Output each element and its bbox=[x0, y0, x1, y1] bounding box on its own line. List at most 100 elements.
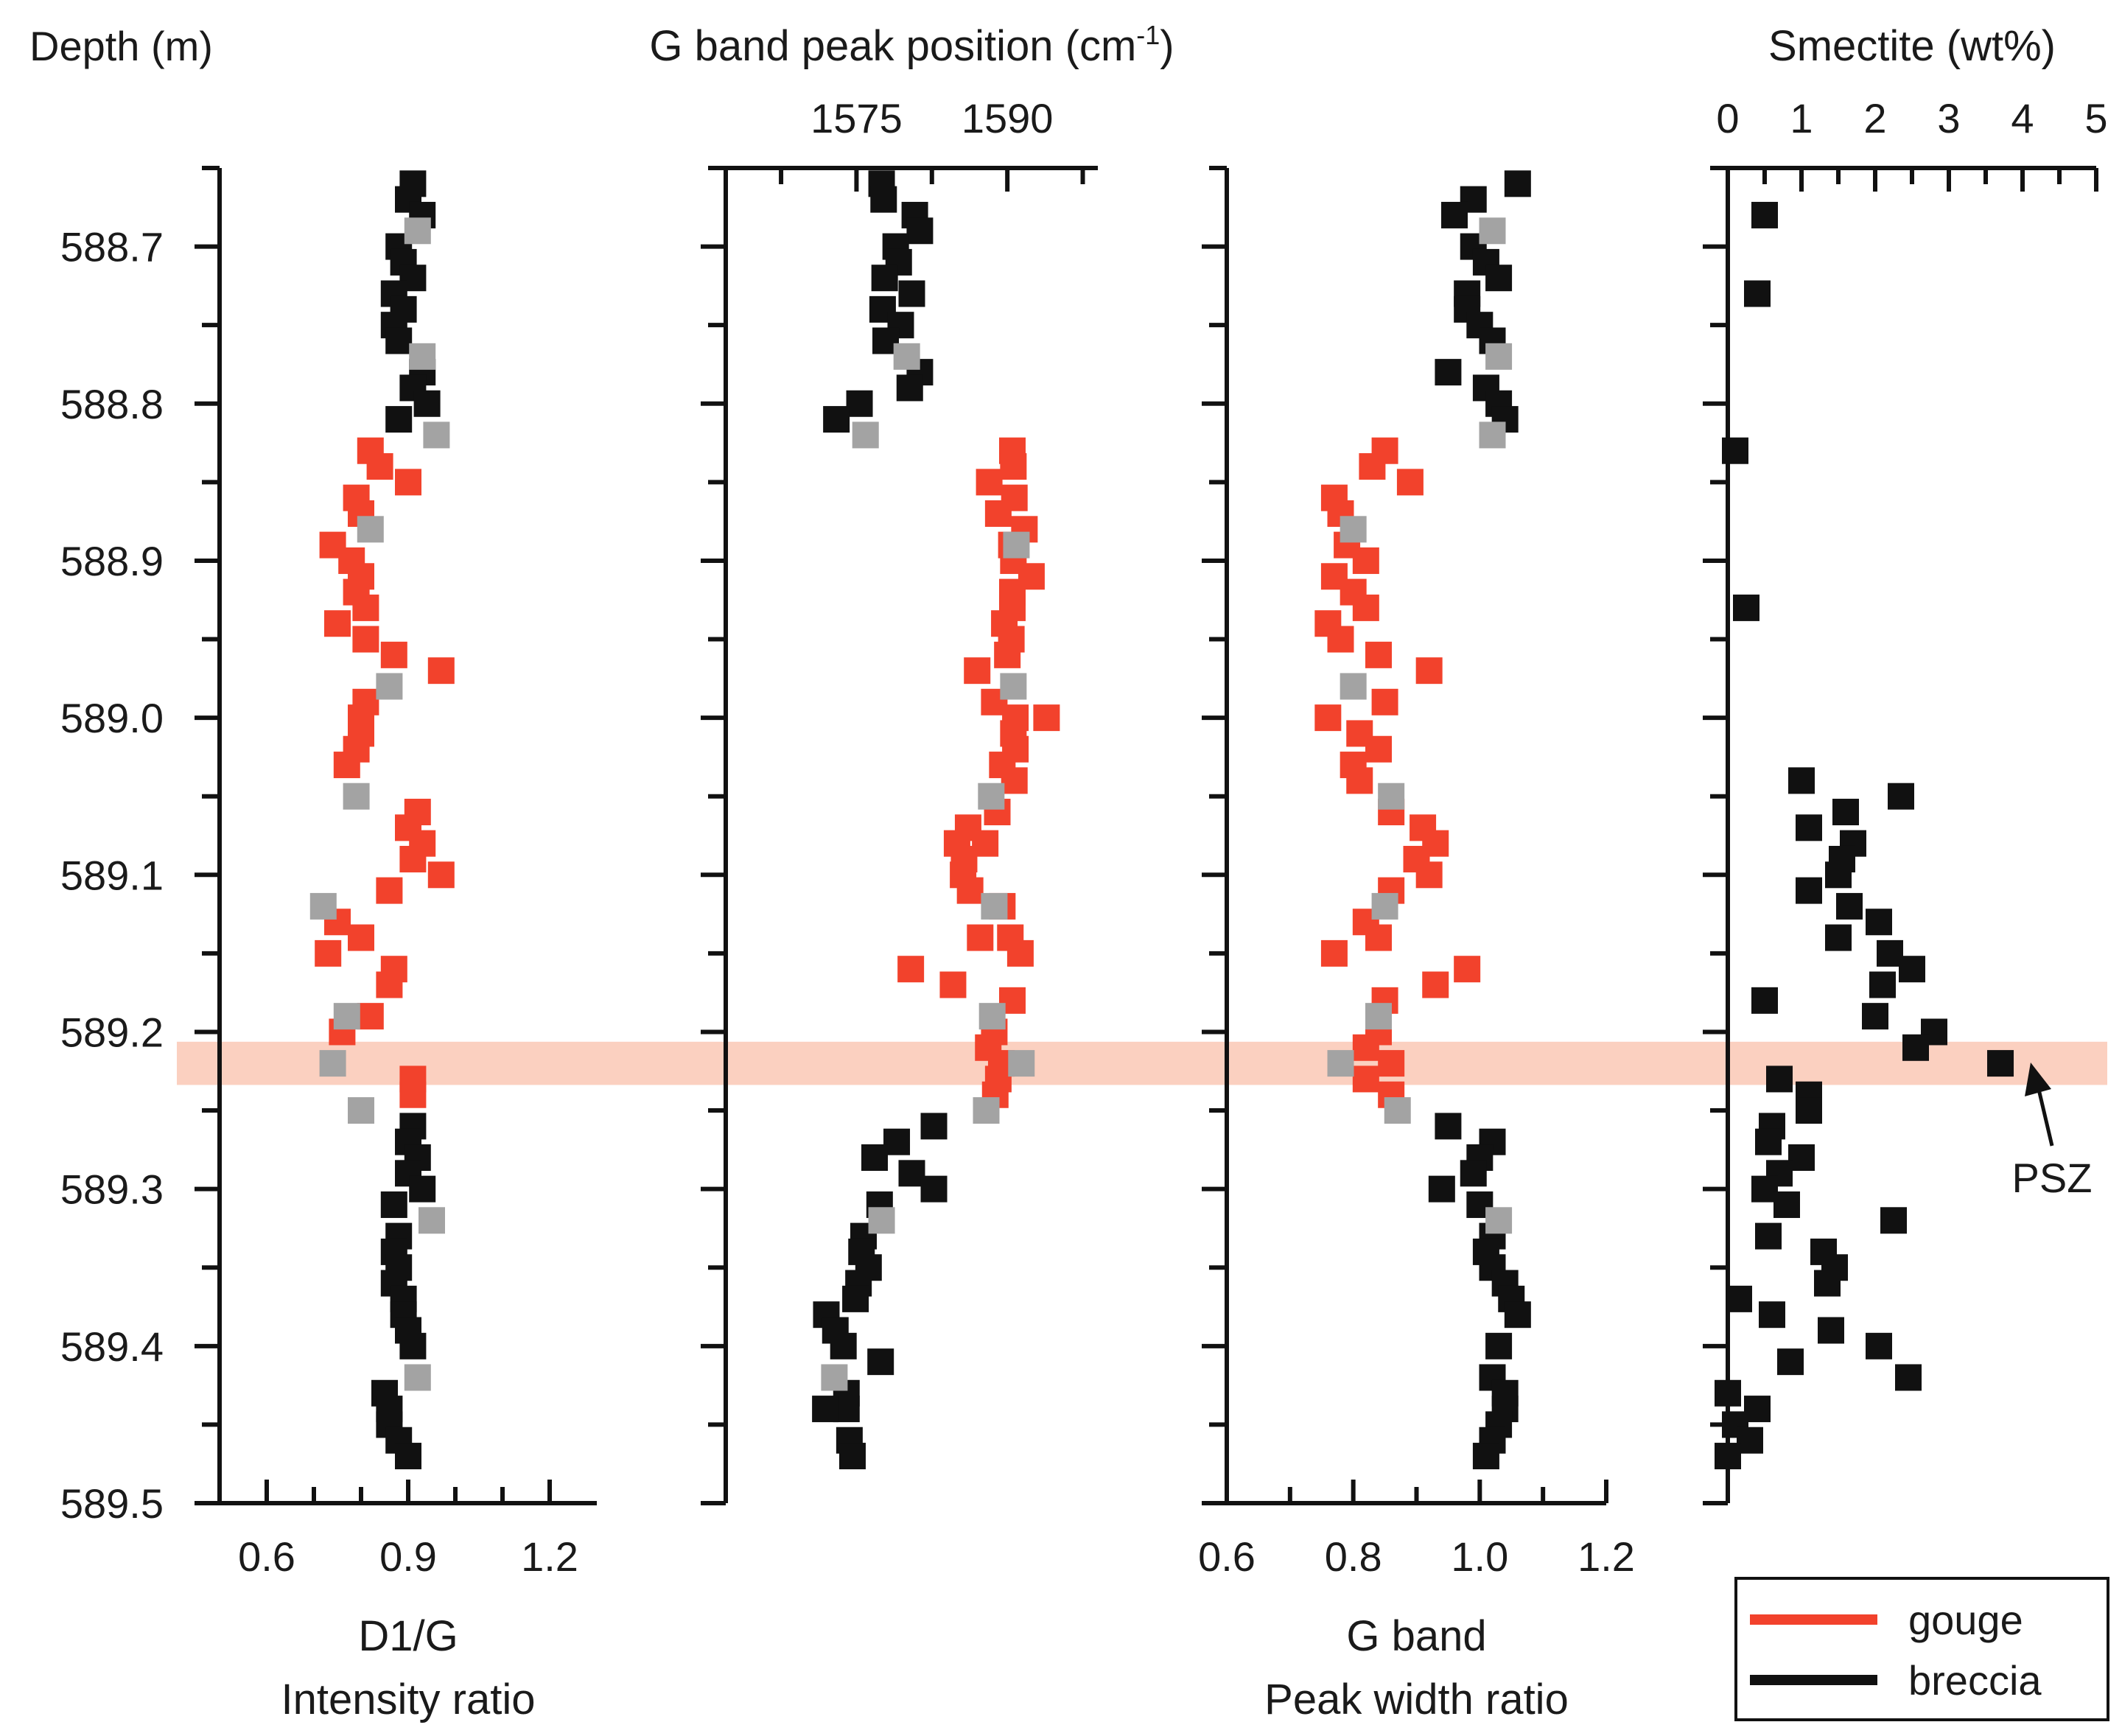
x-tick-label: 5 bbox=[2084, 95, 2107, 141]
x-axis-title-line: G band bbox=[1346, 1612, 1486, 1660]
data-point-gouge bbox=[315, 939, 342, 967]
data-point-gouge bbox=[1001, 767, 1028, 794]
data-point-breccia bbox=[1796, 877, 1822, 904]
panel-title: Smectite (wt%) bbox=[1768, 22, 2056, 70]
data-point-breccia bbox=[1485, 1332, 1513, 1359]
data-point-other bbox=[973, 1097, 1000, 1124]
data-point-gouge bbox=[376, 971, 403, 998]
data-point-other bbox=[1000, 673, 1027, 700]
panel-d1g: 588.7 588.8 588.9 589.0 589.1 589.2 589.3 589.4… bbox=[60, 166, 597, 1723]
data-point-other bbox=[419, 1207, 445, 1234]
data-point-gouge bbox=[380, 641, 407, 668]
data-point-breccia bbox=[409, 1175, 436, 1203]
data-point-breccia bbox=[1788, 767, 1815, 794]
data-point-breccia bbox=[842, 1285, 869, 1312]
data-point-breccia bbox=[1715, 1379, 1741, 1407]
data-point-breccia bbox=[1751, 201, 1778, 228]
data-point-breccia bbox=[1755, 1128, 1782, 1155]
data-point-gouge bbox=[1352, 1065, 1379, 1093]
depth-tick-label: 588.9 bbox=[60, 538, 164, 584]
data-point-gouge bbox=[1352, 547, 1379, 574]
data-point-other bbox=[1365, 1003, 1392, 1030]
data-point-gouge bbox=[324, 610, 351, 637]
psz-band-layer bbox=[177, 1041, 2107, 1085]
data-point-other bbox=[1371, 892, 1398, 920]
data-point-breccia bbox=[1866, 1332, 1892, 1359]
data-point-breccia bbox=[1773, 1191, 1800, 1218]
data-point-breccia bbox=[1796, 814, 1822, 841]
data-point-gouge bbox=[1033, 704, 1060, 732]
data-point-gouge bbox=[1346, 767, 1373, 794]
data-point-gouge bbox=[967, 924, 994, 951]
data-point-gouge bbox=[333, 752, 360, 779]
data-point-gouge bbox=[994, 641, 1021, 668]
depth-tick-label: 589.4 bbox=[60, 1323, 164, 1370]
data-point-breccia bbox=[1888, 783, 1914, 810]
series-breccia bbox=[812, 170, 948, 1470]
data-point-breccia bbox=[1441, 201, 1468, 228]
data-point-other bbox=[1340, 673, 1367, 700]
x-tick-label: 2 bbox=[1863, 95, 1886, 141]
panel-smectite: 0 1 2 3 4 5 Smectite (wt%) bbox=[1703, 22, 2108, 1505]
data-point-other bbox=[1479, 217, 1506, 245]
data-point-other bbox=[978, 1003, 1006, 1030]
x-tick-label: 0.6 bbox=[1198, 1533, 1256, 1580]
data-point-breccia bbox=[1818, 1317, 1844, 1344]
data-point-other bbox=[1340, 516, 1367, 543]
data-point-other bbox=[978, 783, 1005, 810]
data-point-breccia bbox=[1472, 1443, 1499, 1470]
data-point-gouge bbox=[427, 657, 455, 685]
x-axis-title-line: Peak width ratio bbox=[1264, 1676, 1569, 1723]
data-point-breccia bbox=[896, 374, 923, 402]
legend-label-gouge: gouge bbox=[1908, 1597, 2023, 1643]
data-point-breccia bbox=[861, 1144, 888, 1172]
panel-gwidth: 0.6 0.8 1.0 1.2 G band Peak width ratio bbox=[1198, 166, 1635, 1723]
data-point-gouge bbox=[1352, 1034, 1379, 1061]
data-point-other bbox=[1479, 421, 1506, 449]
data-point-gouge bbox=[964, 657, 991, 685]
data-point-breccia bbox=[1796, 1097, 1822, 1124]
data-point-other bbox=[409, 343, 436, 370]
data-point-gouge bbox=[897, 956, 925, 983]
data-point-breccia bbox=[399, 1332, 427, 1359]
data-point-gouge bbox=[1396, 469, 1424, 496]
series-gouge bbox=[897, 437, 1060, 1108]
series-breccia bbox=[1428, 170, 1531, 1470]
data-point-gouge bbox=[1378, 1050, 1405, 1077]
data-point-gouge bbox=[1327, 626, 1354, 653]
data-point-other bbox=[1378, 783, 1405, 810]
data-point-gouge bbox=[1314, 704, 1342, 732]
data-point-other bbox=[868, 1207, 895, 1234]
data-point-breccia bbox=[1836, 892, 1863, 920]
data-point-other bbox=[1485, 1207, 1513, 1234]
data-point-other bbox=[423, 421, 450, 449]
data-point-gouge bbox=[1000, 453, 1027, 480]
data-point-breccia bbox=[1733, 594, 1759, 621]
series-gouge bbox=[315, 437, 455, 1108]
x-axis-title-line: Intensity ratio bbox=[281, 1676, 536, 1723]
legend-label-breccia: breccia bbox=[1908, 1657, 2042, 1704]
data-point-breccia bbox=[883, 1128, 911, 1155]
data-point-gouge bbox=[1415, 657, 1443, 685]
data-point-gouge bbox=[1365, 924, 1392, 951]
data-point-breccia bbox=[812, 1396, 839, 1423]
panel-gpos: 1575 1590 G band peak position (cm-1) bbox=[649, 20, 1174, 1505]
data-point-breccia bbox=[395, 1443, 421, 1470]
data-point-other bbox=[404, 217, 431, 245]
data-point-other bbox=[1003, 531, 1030, 559]
data-point-other bbox=[357, 516, 384, 543]
data-point-breccia bbox=[898, 280, 925, 307]
data-point-breccia bbox=[1759, 1301, 1785, 1329]
data-point-gouge bbox=[366, 453, 393, 480]
data-point-other bbox=[404, 1364, 431, 1391]
data-point-breccia bbox=[1899, 956, 1925, 983]
depth-tick-label: 589.1 bbox=[60, 852, 164, 898]
data-point-breccia bbox=[1825, 861, 1852, 889]
data-point-breccia bbox=[871, 265, 898, 292]
depth-tick-label: 588.8 bbox=[60, 381, 164, 427]
psz-label: PSZ bbox=[2012, 1155, 2093, 1201]
data-point-breccia bbox=[1880, 1207, 1907, 1234]
data-point-breccia bbox=[413, 390, 441, 417]
data-point-other bbox=[981, 892, 1008, 920]
data-point-breccia bbox=[920, 1175, 948, 1203]
